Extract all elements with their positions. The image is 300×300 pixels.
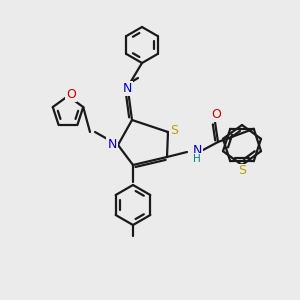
Text: N: N (107, 137, 117, 151)
Text: H: H (193, 154, 201, 164)
Text: O: O (66, 88, 76, 100)
Text: N: N (192, 143, 202, 157)
Text: S: S (238, 164, 246, 178)
Text: S: S (170, 124, 178, 136)
Text: N: N (122, 82, 132, 94)
Text: O: O (211, 107, 221, 121)
